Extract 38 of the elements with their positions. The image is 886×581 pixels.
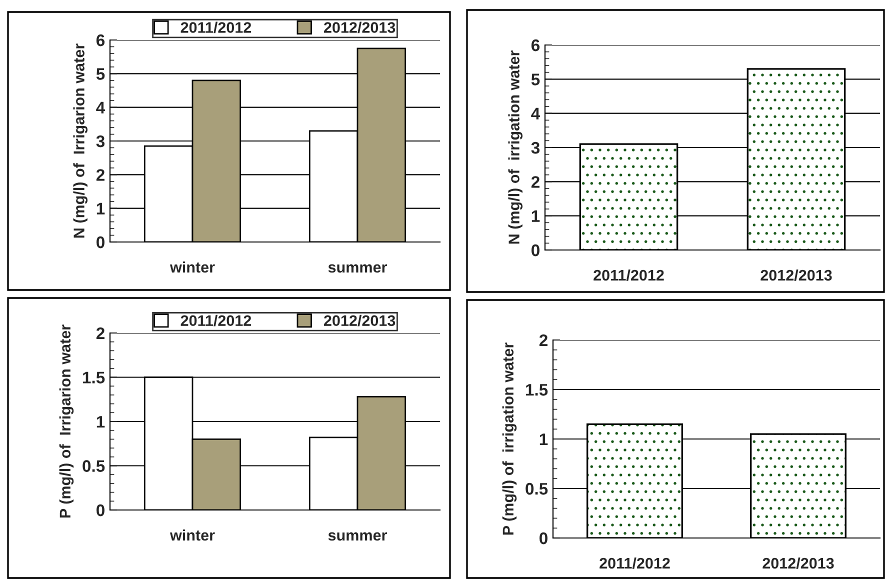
y-axis-title: N (mg/l) of irrigation water	[508, 50, 523, 244]
legend-label: 2012/2013	[324, 22, 396, 34]
y-axis-title: P (mg/l) of Irrigarion water	[59, 324, 74, 518]
x-tick-label: summer	[328, 532, 387, 541]
legend-label: 2011/2012	[180, 314, 252, 326]
y-tick-label: 1	[532, 210, 540, 222]
legend-label: 2012/2013	[324, 314, 396, 326]
y-tick-label: 3	[531, 142, 540, 154]
y-tick-label: 3	[96, 135, 105, 148]
y-tick-label: 2	[96, 169, 104, 181]
y-axis-title: N (mg/l) of Irrigarion water	[73, 44, 88, 238]
y-tick-label: 5	[96, 68, 105, 80]
y-tick-label: 2	[96, 327, 104, 340]
x-tick-label: winter	[170, 529, 215, 541]
x-tick-label: 2011/2012	[594, 269, 664, 281]
y-tick-label: 0	[96, 236, 104, 248]
y-tick-label: 1.5	[526, 384, 548, 396]
y-tick-label: 0	[96, 504, 104, 516]
y-tick-label: 0.5	[526, 482, 548, 495]
x-tick-label: summer	[328, 264, 387, 273]
y-tick-label: 0	[540, 532, 548, 544]
y-tick-label: 0	[532, 244, 540, 256]
y-axis-title: P (mg/l) of irrigation water	[502, 342, 517, 535]
y-tick-label: 6	[531, 39, 540, 52]
y-tick-label: 4	[531, 108, 540, 120]
y-tick-label: 5	[531, 74, 540, 86]
legend-label: 2011/2012	[180, 22, 252, 34]
x-tick-label: winter	[170, 261, 215, 273]
y-tick-label: 1.5	[83, 372, 105, 384]
x-tick-label: 2012/2013	[760, 269, 832, 281]
y-tick-label: 6	[96, 34, 105, 46]
y-tick-label: 2	[531, 176, 540, 188]
y-tick-label: 4	[96, 102, 106, 114]
y-tick-label: 1	[540, 434, 548, 446]
y-tick-label: 1	[96, 202, 105, 214]
y-tick-label: 0.5	[82, 460, 105, 472]
y-tick-label: 1	[96, 416, 105, 428]
y-tick-label: 2	[539, 334, 548, 346]
